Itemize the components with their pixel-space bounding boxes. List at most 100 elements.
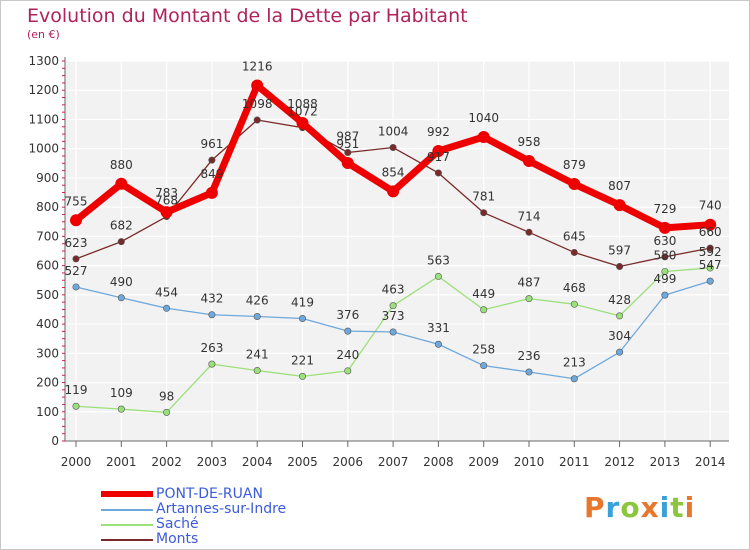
data-point (480, 306, 488, 314)
data-point (387, 185, 400, 198)
data-label: 119 (65, 383, 88, 397)
series-layer (70, 79, 717, 416)
data-point (661, 253, 669, 261)
proxiti-logo: Proxiti (584, 491, 696, 524)
data-point (523, 154, 535, 167)
data-point (616, 312, 624, 320)
y-tick-label: 1300 (28, 54, 59, 68)
data-label: 109 (110, 386, 133, 400)
data-label: 987 (336, 129, 359, 143)
data-point (205, 186, 218, 199)
data-point (344, 148, 352, 156)
x-tick-label: 2012 (604, 455, 635, 469)
y-tick-label: 100 (36, 405, 59, 419)
x-tick-label: 2014 (695, 455, 726, 469)
data-point (389, 302, 397, 310)
data-label: 660 (699, 225, 722, 239)
series-pont-de-ruan (70, 79, 717, 234)
y-tick-label: 400 (36, 317, 59, 331)
data-point (117, 238, 125, 246)
y-tick-label: 200 (36, 376, 59, 390)
data-point (163, 408, 171, 416)
data-point (434, 272, 442, 280)
data-label: 714 (518, 209, 541, 223)
x-tick-label: 2008 (423, 455, 454, 469)
y-tick-label: 800 (36, 200, 59, 214)
data-point (341, 157, 354, 170)
data-label: 213 (563, 356, 586, 370)
data-label: 236 (518, 349, 541, 363)
y-tick-label: 700 (36, 229, 59, 243)
legend-swatch (101, 491, 153, 497)
data-point (253, 116, 261, 124)
data-point (253, 312, 261, 320)
x-tick-label: 2013 (650, 455, 681, 469)
legend-swatch (101, 539, 153, 541)
data-label: 580 (653, 248, 676, 262)
data-point (616, 262, 624, 270)
data-point (208, 156, 216, 164)
data-label: 880 (110, 158, 133, 172)
data-label: 807 (608, 179, 631, 193)
data-point (344, 367, 352, 375)
y-tick-label: 500 (36, 288, 59, 302)
data-point (434, 169, 442, 177)
series-sach- (72, 264, 714, 416)
data-label: 992 (427, 125, 450, 139)
data-label: 879 (563, 158, 586, 172)
y-tick-label: 0 (51, 434, 59, 448)
x-tick-label: 2001 (106, 455, 137, 469)
data-point (613, 199, 626, 212)
data-label: 331 (427, 321, 450, 335)
data-label: 1040 (468, 111, 499, 125)
data-point (568, 178, 581, 191)
data-point (480, 209, 488, 217)
data-point (251, 79, 264, 92)
data-point (706, 277, 714, 285)
data-point (525, 295, 533, 303)
data-label: 454 (155, 285, 178, 299)
data-point (70, 214, 82, 227)
data-point (389, 328, 397, 336)
data-label: 98 (159, 389, 174, 403)
data-label: 563 (427, 253, 450, 267)
y-tick-label: 1200 (28, 83, 59, 97)
data-label: 221 (291, 353, 314, 367)
legend-label: Artannes-sur-Indre (156, 501, 287, 517)
data-label: 729 (653, 202, 676, 216)
data-label: 623 (65, 236, 88, 250)
data-label: 1072 (287, 105, 318, 119)
data-label: 630 (653, 234, 676, 248)
data-label: 547 (699, 258, 722, 272)
x-tick-label: 2006 (333, 455, 364, 469)
data-point (434, 340, 442, 348)
data-label: 740 (699, 199, 722, 213)
x-tick-label: 2009 (468, 455, 499, 469)
chart-title: Evolution du Montant de la Dette par Hab… (27, 5, 468, 27)
x-tick-label: 2005 (287, 455, 318, 469)
data-label: 527 (65, 264, 88, 278)
data-label: 449 (472, 287, 495, 301)
grid (65, 60, 729, 442)
data-point (72, 255, 80, 263)
data-label: 304 (608, 329, 631, 343)
data-point (253, 367, 261, 375)
data-label: 951 (336, 137, 359, 151)
data-point (477, 131, 490, 143)
data-point (389, 144, 397, 152)
data-label: 426 (246, 293, 269, 307)
data-label: 783 (155, 186, 178, 200)
data-point (570, 375, 578, 383)
data-label: 854 (382, 165, 405, 179)
legend-swatch (101, 524, 153, 526)
data-point (525, 228, 533, 236)
data-point (706, 244, 714, 252)
data-label: 958 (518, 135, 541, 149)
data-label: 468 (563, 281, 586, 295)
data-point (296, 116, 309, 129)
data-label: 419 (291, 296, 314, 310)
data-label: 240 (336, 348, 359, 362)
data-point (525, 368, 533, 376)
x-tick-label: 2002 (151, 455, 182, 469)
